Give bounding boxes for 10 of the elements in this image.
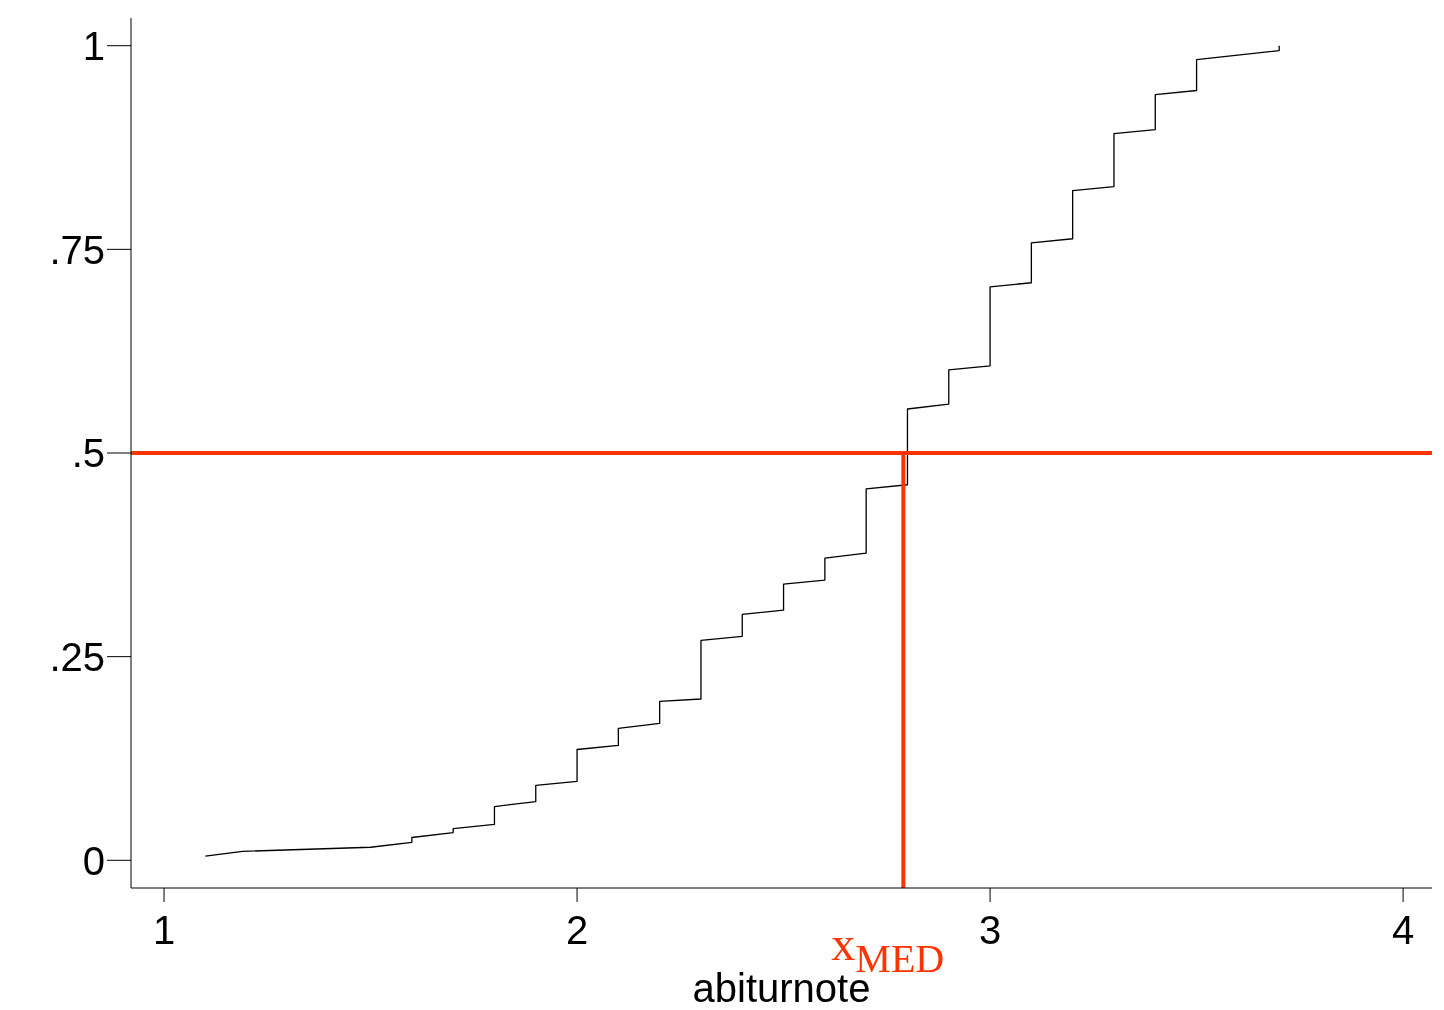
y-tick-label: 0 (82, 838, 105, 883)
x-tick-label: 2 (565, 908, 589, 953)
y-tick-label: 1 (82, 23, 105, 68)
line-series (204, 45, 1280, 857)
x-tick-label: 3 (978, 908, 1002, 953)
y-tick-label: .75 (49, 227, 105, 272)
y-tick-label: .25 (49, 634, 105, 679)
y-tick-label: .5 (71, 431, 105, 476)
x-tick-label: 4 (1391, 908, 1415, 953)
x-tick-label: 1 (152, 908, 176, 953)
